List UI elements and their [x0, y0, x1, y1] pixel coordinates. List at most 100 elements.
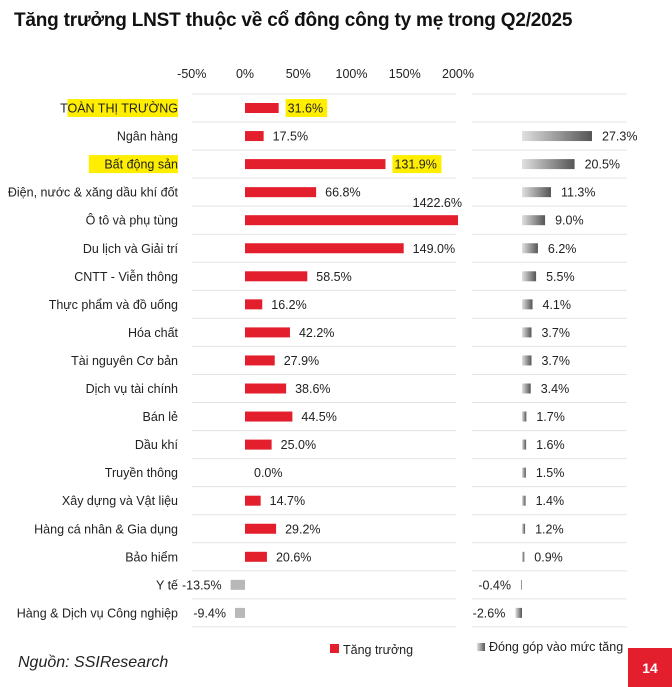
contribution-bar	[522, 495, 526, 506]
growth-label: -9.4%	[193, 606, 226, 620]
x-tick-label: 50%	[286, 67, 311, 81]
contribution-label: 11.3%	[561, 186, 596, 200]
chart-title: Tăng trưởng LNST thuộc về cổ đông công t…	[14, 10, 573, 31]
contribution-label: 6.2%	[548, 242, 577, 256]
x-tick-label: 200%	[442, 67, 474, 81]
page-number: 14	[628, 648, 672, 687]
growth-bar	[245, 271, 308, 282]
category-label: Dầu khí	[135, 438, 179, 452]
legend-swatch-growth	[330, 644, 339, 653]
growth-label: 16.2%	[271, 298, 306, 312]
growth-bar	[245, 243, 404, 254]
contribution-bar	[515, 607, 522, 618]
growth-bar	[245, 131, 264, 142]
contribution-label: -0.4%	[478, 578, 511, 592]
growth-bar	[245, 551, 267, 562]
growth-bar	[245, 383, 287, 394]
legend-label-growth: Tăng trưởng	[343, 643, 413, 657]
contribution-bar	[522, 327, 532, 338]
label-highlight	[392, 155, 442, 174]
x-tick-label: -50%	[177, 67, 206, 81]
contribution-bar	[522, 383, 531, 394]
growth-bar	[245, 523, 277, 534]
category-label: Hàng cá nhân & Gia dụng	[34, 522, 178, 536]
contribution-bar	[522, 355, 532, 366]
contribution-label: 5.5%	[546, 270, 575, 284]
contribution-bar	[522, 271, 537, 282]
contribution-label: 1.6%	[536, 438, 565, 452]
growth-label: 27.9%	[284, 354, 319, 368]
category-label: Ngân hàng	[117, 130, 178, 144]
contribution-bar	[522, 215, 546, 226]
growth-label: 66.8%	[325, 186, 360, 200]
growth-label: 38.6%	[295, 382, 330, 396]
contribution-bar	[522, 299, 533, 310]
contribution-bar	[522, 467, 526, 478]
growth-label: 149.0%	[413, 242, 455, 256]
contribution-label: 1.7%	[536, 410, 565, 424]
category-label: Bất động sản	[104, 158, 178, 172]
growth-bar	[245, 215, 458, 226]
category-label: Dịch vụ tài chính	[86, 382, 178, 396]
growth-label: 17.5%	[273, 130, 308, 144]
contribution-label: 9.0%	[555, 214, 584, 228]
growth-bar	[245, 187, 317, 198]
growth-bar	[245, 299, 263, 310]
growth-bar	[230, 579, 245, 590]
category-highlight	[67, 99, 178, 117]
legend-label-contribution: Đóng góp vào mức tăng	[489, 640, 623, 654]
category-highlight	[88, 155, 178, 174]
contribution-bar	[522, 411, 527, 422]
contribution-bar	[522, 187, 551, 198]
category-label: CNTT - Viễn thông	[74, 269, 178, 284]
contribution-bar	[522, 439, 527, 450]
contribution-label: 4.1%	[543, 298, 572, 312]
category-label: Điện, nước & xăng dầu khí đốt	[8, 186, 179, 200]
contribution-label: 0.9%	[534, 550, 563, 564]
contribution-label: -2.6%	[473, 606, 506, 620]
category-label: Hóa chất	[128, 326, 179, 340]
growth-label: 25.0%	[281, 438, 316, 452]
growth-label: 58.5%	[316, 270, 351, 284]
category-label: Xây dựng và Vật liệu	[62, 494, 178, 508]
growth-label: 131.9%	[394, 158, 436, 172]
growth-label: 44.5%	[301, 410, 336, 424]
growth-bar	[245, 327, 290, 338]
growth-label: 14.7%	[270, 494, 305, 508]
contribution-bar	[522, 523, 526, 534]
growth-bar	[245, 103, 279, 113]
contribution-bar	[520, 579, 522, 590]
category-label: Tài nguyên Cơ bản	[71, 354, 178, 368]
contribution-bar	[522, 131, 592, 142]
growth-label: -13.5%	[182, 578, 222, 592]
growth-label: 29.2%	[285, 522, 320, 536]
contribution-label: 1.2%	[535, 522, 564, 536]
x-tick-label: 100%	[336, 67, 368, 81]
growth-bar	[245, 411, 293, 422]
category-label: TOÀN THỊ TRƯỜNG	[60, 101, 178, 116]
contribution-bar	[522, 159, 575, 170]
legend-swatch-contribution	[477, 643, 485, 651]
category-label: Hàng & Dịch vụ Công nghiệp	[17, 606, 178, 620]
contribution-bar	[522, 243, 538, 254]
category-label: Du lịch và Giải trí	[83, 242, 179, 256]
contribution-label: 3.7%	[541, 326, 570, 340]
category-label: Y tế	[156, 578, 178, 592]
contribution-label: 3.7%	[541, 354, 570, 368]
contribution-label: 1.4%	[536, 494, 565, 508]
contribution-label: 3.4%	[541, 382, 570, 396]
growth-label: 0.0%	[254, 466, 283, 480]
growth-label: 31.6%	[288, 102, 323, 116]
x-tick-label: 0%	[236, 67, 254, 81]
growth-bar	[245, 495, 261, 506]
growth-bar	[245, 159, 386, 170]
category-label: Truyền thông	[105, 466, 178, 480]
x-tick-label: 150%	[389, 67, 421, 81]
category-label: Bán lẻ	[143, 410, 178, 424]
growth-label: 1422.6%	[413, 196, 462, 210]
contribution-label: 27.3%	[602, 130, 637, 144]
category-label: Bảo hiểm	[125, 550, 178, 564]
category-label: Ô tô và phụ tùng	[86, 213, 178, 228]
growth-bar	[245, 355, 275, 366]
